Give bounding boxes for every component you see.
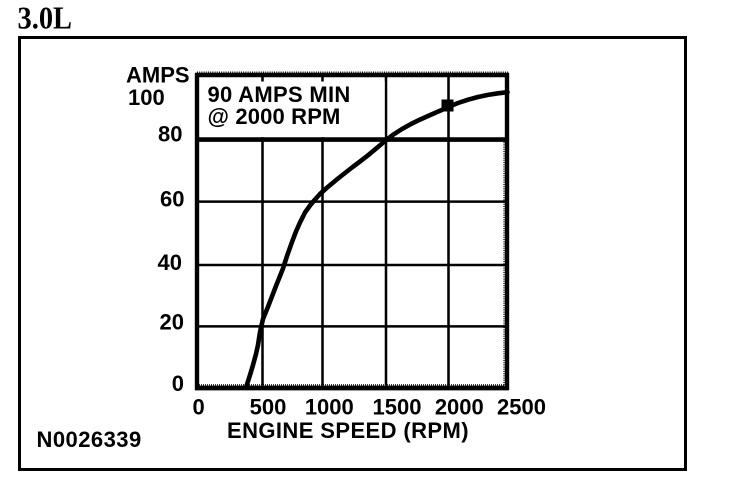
svg-text:90 AMPS MIN: 90 AMPS MIN	[208, 82, 351, 107]
svg-text:100: 100	[128, 85, 165, 110]
svg-text:3.0L: 3.0L	[18, 0, 73, 36]
svg-text:AMPS: AMPS	[126, 63, 190, 88]
svg-text:1000: 1000	[305, 395, 354, 420]
svg-text:ENGINE SPEED (RPM): ENGINE SPEED (RPM)	[227, 418, 469, 443]
svg-text:N0026339: N0026339	[37, 427, 142, 452]
svg-text:0: 0	[172, 371, 184, 396]
svg-text:@ 2000 RPM: @ 2000 RPM	[208, 104, 341, 129]
svg-text:80: 80	[158, 121, 182, 146]
svg-text:1500: 1500	[373, 395, 422, 420]
svg-text:0: 0	[192, 395, 204, 420]
svg-text:40: 40	[158, 250, 182, 275]
svg-text:2000: 2000	[435, 395, 484, 420]
svg-text:20: 20	[160, 310, 184, 335]
svg-text:60: 60	[160, 187, 184, 212]
svg-text:2500: 2500	[497, 395, 546, 420]
svg-text:500: 500	[250, 395, 287, 420]
